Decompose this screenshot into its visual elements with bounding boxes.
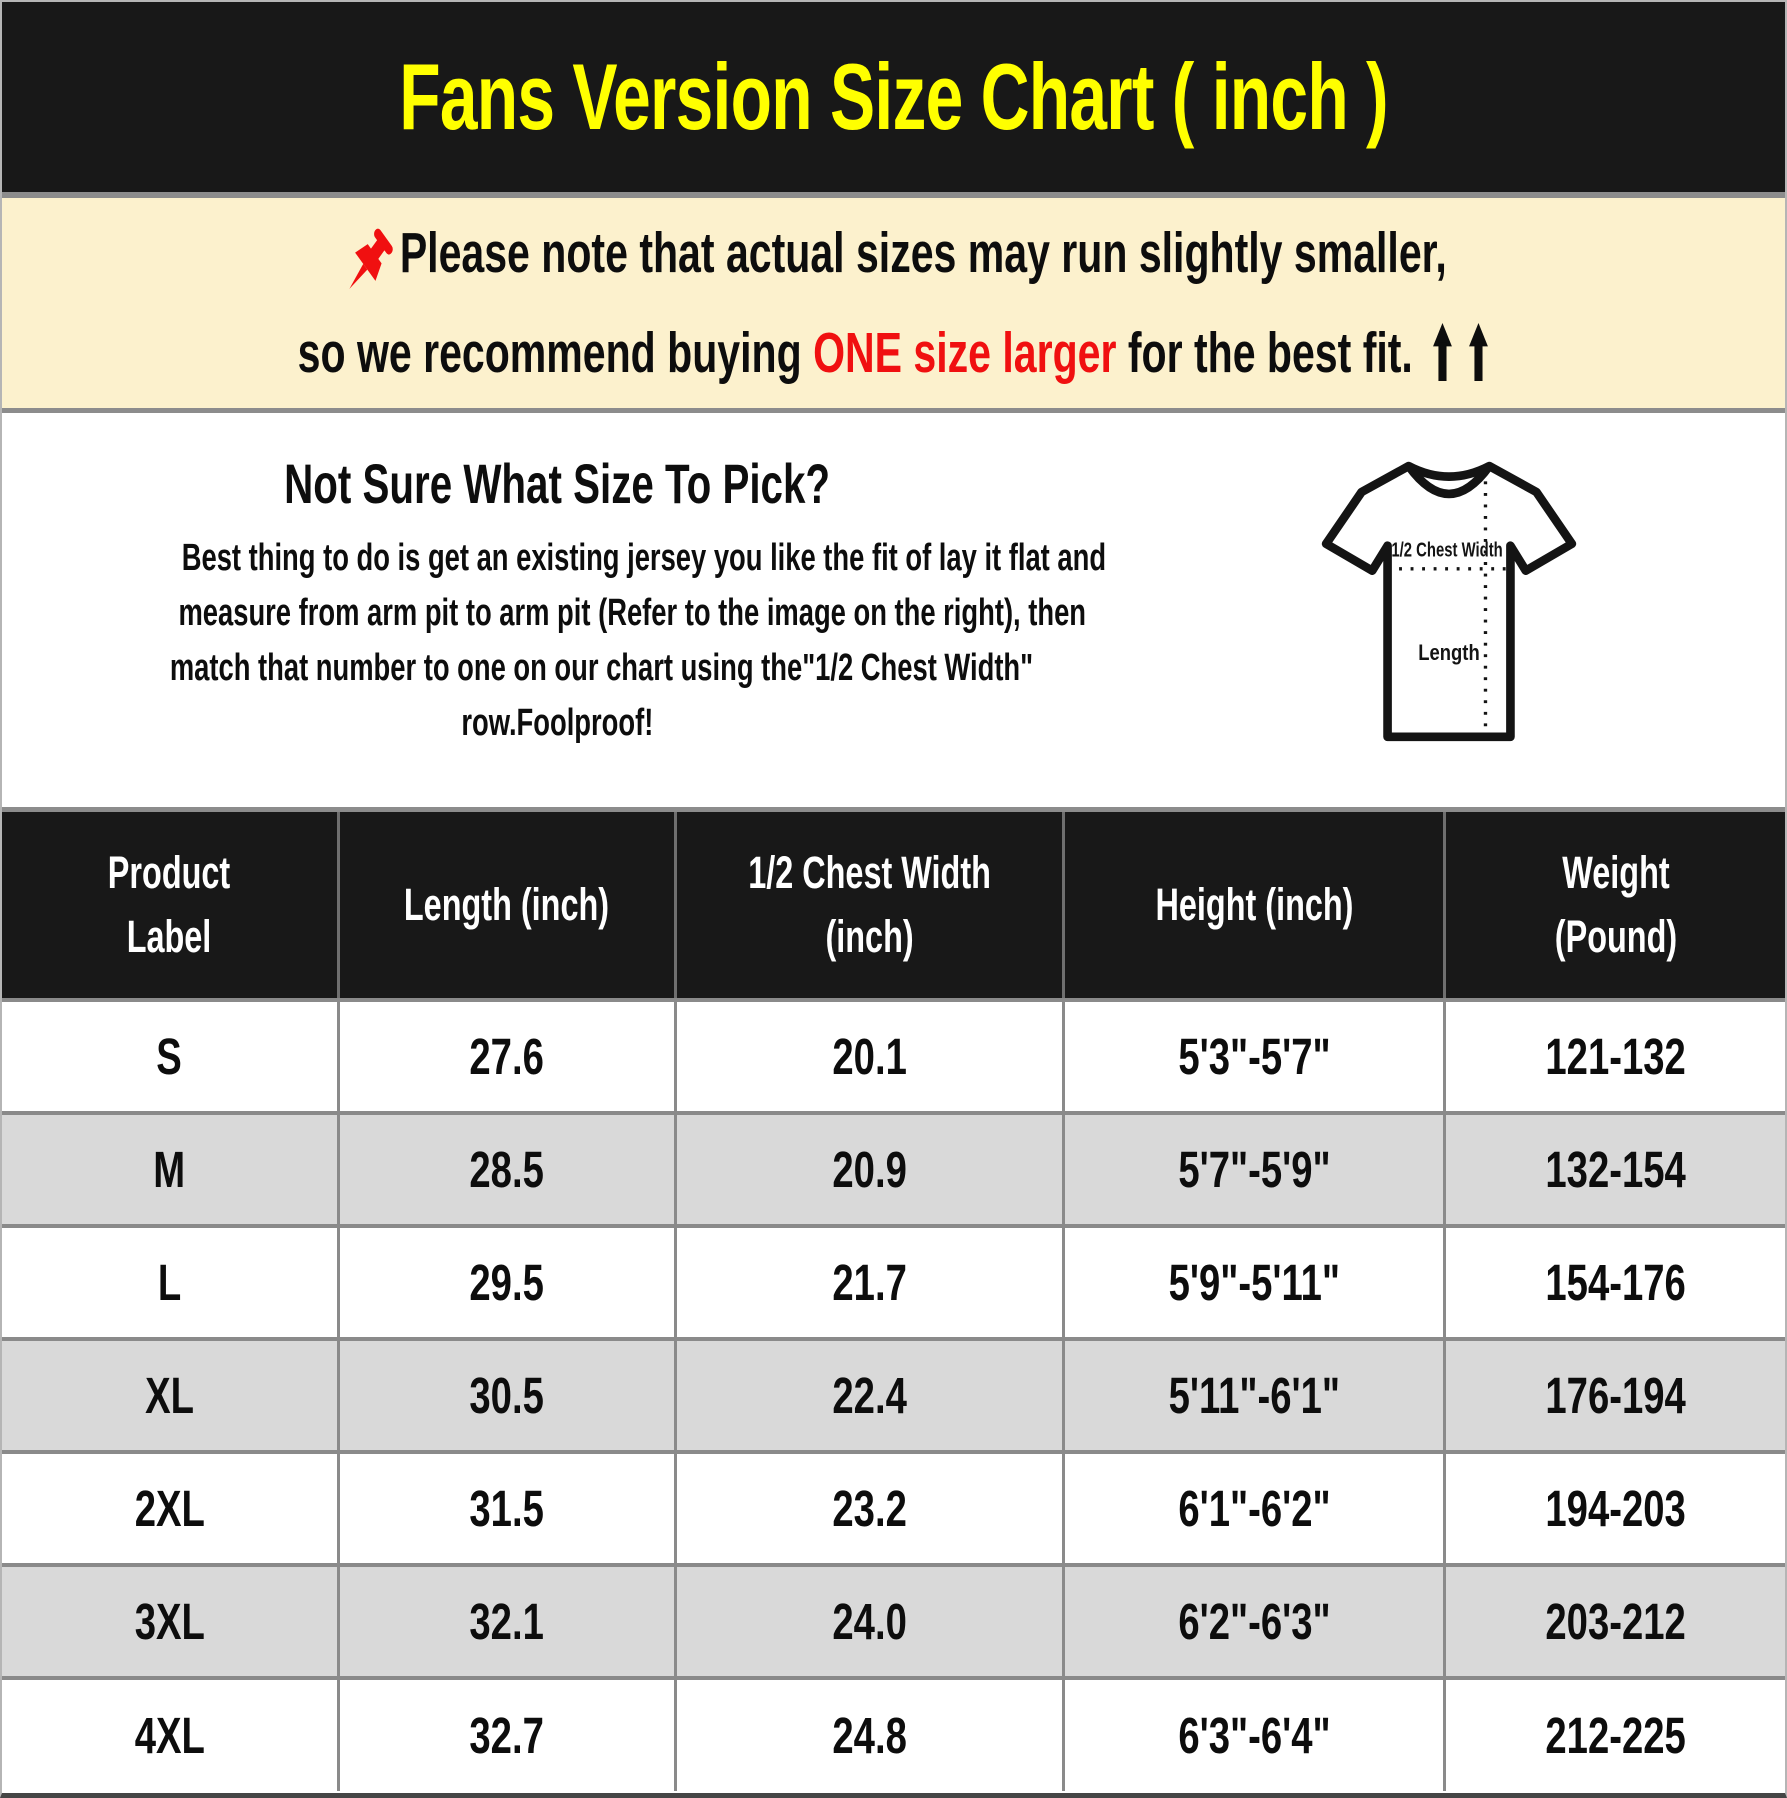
notice-text-2b: for the best fit. bbox=[1116, 321, 1413, 385]
size-table: Product Label Length (inch) 1/2 Chest Wid… bbox=[2, 807, 1785, 1791]
sizing-guide-text: Not Sure What Size To Pick? Best thing t… bbox=[2, 413, 1112, 807]
guide-body-line: row.Foolproof! bbox=[461, 702, 653, 744]
table-row-l: L 29.5 21.7 5'9"-5'11" 154-176 bbox=[2, 1223, 1785, 1339]
header-row: Product Label Length (inch) 1/2 Chest Wid… bbox=[2, 809, 1785, 1000]
table-row-4xl: 4XL 32.7 24.8 6'3"-6'4" 212-225 bbox=[2, 1675, 1785, 1791]
section-divider bbox=[2, 192, 1785, 198]
section-divider bbox=[2, 408, 1785, 413]
size-table-body: S 27.6 20.1 5'3"-5'7" 121-132 M 28.5 20.… bbox=[2, 997, 1785, 1791]
col-header-chest-width: 1/2 Chest Width (inch) bbox=[674, 809, 1064, 1000]
title-bar: Fans Version Size Chart ( inch ) bbox=[2, 2, 1785, 192]
notice-text-2a: so we recommend buying bbox=[297, 321, 814, 385]
pushpin-icon bbox=[349, 228, 394, 289]
table-row-2xl: 2XL 31.5 23.2 6'1"-6'2" 194-203 bbox=[2, 1449, 1785, 1565]
table-row-3xl: 3XL 32.1 24.0 6'2"-6'3" 203-212 bbox=[2, 1562, 1785, 1678]
tshirt-icon: 1/2 Chest Width Length bbox=[1321, 461, 1576, 742]
notice-banner: Please note that actual sizes may run sl… bbox=[2, 198, 1785, 408]
col-header-length: Length (inch) bbox=[336, 809, 676, 1000]
sizing-guide: Not Sure What Size To Pick? Best thing t… bbox=[2, 413, 1785, 807]
up-arrow-icon bbox=[1469, 323, 1488, 381]
up-arrow-icon bbox=[1433, 323, 1452, 381]
table-row-m: M 28.5 20.9 5'7"-5'9" 132-154 bbox=[2, 1110, 1785, 1226]
size-table-header: Product Label Length (inch) 1/2 Chest Wid… bbox=[2, 809, 1785, 1000]
notice-line-2: so we recommend buying ONE size larger f… bbox=[298, 320, 1489, 386]
table-row-s: S 27.6 20.1 5'3"-5'7" 121-132 bbox=[2, 997, 1785, 1113]
notice-highlight: ONE size larger bbox=[813, 321, 1117, 385]
table-row-xl: XL 30.5 22.4 5'11"-6'1" 176-194 bbox=[2, 1336, 1785, 1452]
length-label: Length bbox=[1418, 640, 1479, 665]
chest-width-label: 1/2 Chest Width bbox=[1391, 539, 1502, 561]
notice-line-1: Please note that actual sizes may run sl… bbox=[340, 220, 1448, 289]
page-title: Fans Version Size Chart ( inch ) bbox=[399, 44, 1388, 149]
guide-body-line: match that number to one on our chart us… bbox=[169, 647, 1034, 689]
guide-body-line: Best thing to do is get an existing jers… bbox=[181, 537, 1107, 579]
tshirt-measure-diagram: 1/2 Chest Width Length bbox=[1112, 413, 1785, 807]
guide-body-line: measure from arm pit to arm pit (Refer t… bbox=[178, 592, 1087, 634]
col-header-weight: Weight (Pound) bbox=[1443, 809, 1785, 1000]
col-header-product-label: Product Label bbox=[2, 809, 339, 1000]
notice-text-1: Please note that actual sizes may run sl… bbox=[400, 221, 1448, 285]
col-header-height: Height (inch) bbox=[1062, 809, 1445, 1000]
guide-heading: Not Sure What Size To Pick? bbox=[284, 452, 830, 515]
